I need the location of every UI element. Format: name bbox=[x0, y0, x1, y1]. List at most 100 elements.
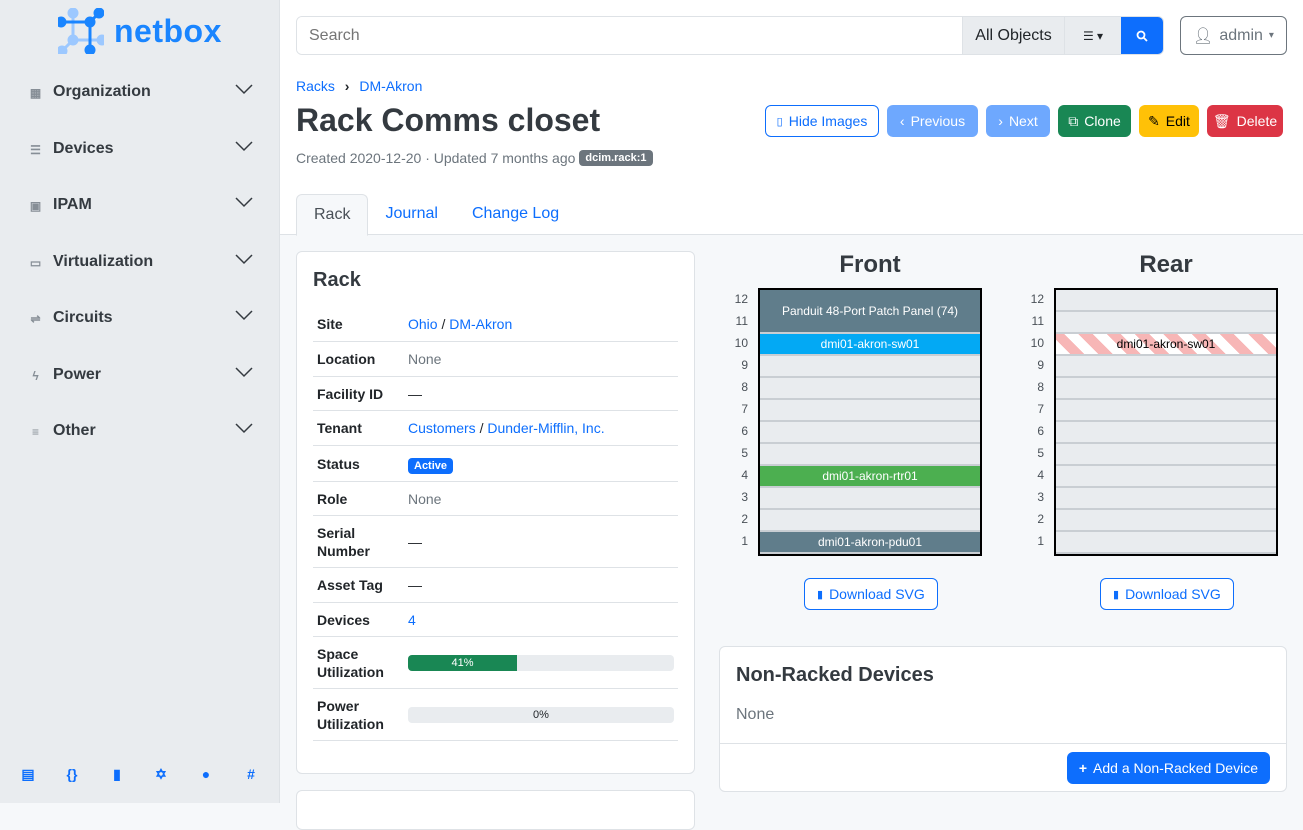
rack-device[interactable]: dmi01-akron-sw01 bbox=[760, 334, 980, 356]
github-icon[interactable]: ● bbox=[201, 766, 211, 782]
region-link[interactable]: Ohio bbox=[408, 316, 438, 332]
rack-device[interactable]: dmi01-akron-pdu01 bbox=[760, 532, 980, 554]
rack-unit-slot[interactable] bbox=[1056, 444, 1276, 466]
rack-unit-slot[interactable] bbox=[760, 378, 980, 400]
label: Organization bbox=[53, 83, 151, 100]
sidebar-item-devices[interactable]: ☰ Devices bbox=[28, 134, 253, 164]
site-link[interactable]: DM-Akron bbox=[449, 316, 513, 332]
sidebar-item-virtualization[interactable]: ▭ Virtualization bbox=[28, 247, 253, 277]
chevron-right-icon: › bbox=[344, 78, 350, 94]
monitor-icon: ▭ bbox=[29, 255, 42, 270]
rack-unit-slot[interactable] bbox=[1056, 312, 1276, 334]
rack-unit-slot[interactable] bbox=[1056, 400, 1276, 422]
rack-unit-slot[interactable] bbox=[760, 510, 980, 532]
bolt-icon: ϟ bbox=[32, 368, 39, 383]
tab-change-log[interactable]: Change Log bbox=[471, 205, 560, 222]
search-button[interactable] bbox=[1121, 17, 1163, 54]
unit-number: 5 bbox=[1037, 446, 1044, 460]
label: Facility ID bbox=[317, 385, 384, 402]
chevron-right-icon: › bbox=[998, 113, 1003, 129]
previous-button[interactable]: ‹ Previous bbox=[887, 105, 978, 137]
rack-unit-slot[interactable] bbox=[1056, 356, 1276, 378]
tenant-group-link[interactable]: Customers bbox=[408, 420, 476, 436]
hide-images-button[interactable]: ▯ Hide Images bbox=[765, 105, 879, 137]
rack-unit-slot[interactable] bbox=[760, 422, 980, 444]
progress-label: 0% bbox=[533, 708, 549, 721]
breadcrumb-racks[interactable]: Racks bbox=[296, 78, 335, 94]
label: Space Utilization bbox=[317, 645, 384, 680]
non-racked-value: None bbox=[736, 706, 775, 723]
chevron-down-icon bbox=[235, 197, 253, 208]
chevron-down-icon bbox=[235, 367, 253, 378]
label: Role bbox=[317, 490, 348, 507]
graphql-icon[interactable]: ✡ bbox=[155, 766, 167, 782]
filter-dropdown[interactable]: ☰ ▾ bbox=[1064, 17, 1121, 54]
row-site: Site Ohio / DM-Akron bbox=[313, 307, 678, 342]
rack-unit-slot[interactable] bbox=[1056, 290, 1276, 312]
devices-link[interactable]: 4 bbox=[408, 611, 416, 628]
tab-journal[interactable]: Journal bbox=[385, 205, 438, 222]
rack-unit-slot[interactable] bbox=[1056, 378, 1276, 400]
label: Power bbox=[53, 366, 102, 383]
rack-unit-slot[interactable] bbox=[1056, 422, 1276, 444]
next-button[interactable]: › Next bbox=[986, 105, 1050, 137]
breadcrumb-site[interactable]: DM-Akron bbox=[359, 78, 423, 94]
netbox-logo[interactable]: netbox bbox=[58, 8, 222, 54]
object-type-select[interactable]: All Objects bbox=[962, 17, 1064, 54]
unit-number: 10 bbox=[734, 336, 748, 350]
label: Other bbox=[53, 422, 96, 439]
unit-number: 9 bbox=[741, 358, 748, 372]
unit-number: 8 bbox=[1037, 380, 1044, 394]
row-location: Location None bbox=[313, 342, 678, 377]
breadcrumb: Racks › DM-Akron bbox=[296, 78, 422, 94]
rack-device[interactable]: dmi01-akron-sw01 bbox=[1056, 334, 1276, 356]
unit-number: 2 bbox=[1037, 512, 1044, 526]
row-role: Role None bbox=[313, 482, 678, 516]
sidebar-item-ipam[interactable]: ▣ IPAM bbox=[28, 190, 253, 220]
user-icon: 👤︎ bbox=[1193, 27, 1214, 45]
label: Previous bbox=[910, 113, 966, 129]
label: Delete bbox=[1236, 113, 1278, 129]
delete-button[interactable]: 🗑︎ Delete bbox=[1207, 105, 1283, 137]
ip-icon: ▣ bbox=[29, 198, 42, 213]
tenant-link[interactable]: Dunder-Mifflin, Inc. bbox=[487, 420, 605, 436]
sidebar-item-organization[interactable]: ▦ Organization bbox=[28, 77, 253, 107]
rack-unit-slot[interactable] bbox=[1056, 510, 1276, 532]
label: Tenant bbox=[317, 420, 362, 436]
sidebar-item-power[interactable]: ϟ Power bbox=[28, 360, 253, 390]
rack-unit-slot[interactable] bbox=[1056, 532, 1276, 554]
add-non-racked-device-button[interactable]: + Add a Non-Racked Device bbox=[1066, 752, 1270, 784]
user-menu[interactable]: 👤︎ admin ▾ bbox=[1180, 16, 1287, 55]
docs-icon[interactable]: ▤ bbox=[21, 766, 35, 782]
rack-unit-slot[interactable] bbox=[760, 400, 980, 422]
rack-unit-slot[interactable] bbox=[1056, 488, 1276, 510]
unit-number: 12 bbox=[1030, 292, 1044, 306]
unit-number: 7 bbox=[1037, 402, 1044, 416]
edit-button[interactable]: ✎ Edit bbox=[1139, 105, 1199, 137]
download-rear-svg-button[interactable]: ▮ Download SVG bbox=[1100, 578, 1234, 610]
book-icon[interactable]: ▮ bbox=[113, 766, 121, 782]
label: Add a Non-Racked Device bbox=[1093, 760, 1258, 776]
rack-details-card: Rack Site Ohio / DM-Akron Location None Fa… bbox=[296, 251, 695, 774]
power-utilization-bar: 0% bbox=[408, 706, 674, 723]
rack-device[interactable]: dmi01-akron-rtr01 bbox=[760, 466, 980, 488]
api-icon[interactable]: {} bbox=[66, 766, 78, 782]
brand-name: netbox bbox=[114, 12, 222, 49]
rack-unit-slot[interactable] bbox=[760, 356, 980, 378]
rack-unit-slot[interactable] bbox=[1056, 466, 1276, 488]
next-card bbox=[296, 790, 695, 830]
row-asset-tag: Asset Tag — bbox=[313, 568, 678, 603]
clone-button[interactable]: ⧉ Clone bbox=[1058, 105, 1131, 137]
rack-unit-slot[interactable] bbox=[760, 488, 980, 510]
unit-number: 7 bbox=[741, 402, 748, 416]
rack-device[interactable]: Panduit 48-Port Patch Panel (74) bbox=[760, 290, 980, 334]
row-devices: Devices 4 bbox=[313, 603, 678, 637]
rack-unit-slot[interactable] bbox=[760, 444, 980, 466]
search-input[interactable] bbox=[297, 17, 962, 54]
download-front-svg-button[interactable]: ▮ Download SVG bbox=[804, 578, 938, 610]
label: Download SVG bbox=[829, 586, 925, 602]
tab-rack[interactable]: Rack bbox=[296, 194, 369, 236]
sidebar-item-other[interactable]: ≡ Other bbox=[28, 416, 253, 446]
sidebar-item-circuits[interactable]: ⇌ Circuits bbox=[28, 303, 253, 333]
slack-icon[interactable]: # bbox=[247, 766, 255, 782]
